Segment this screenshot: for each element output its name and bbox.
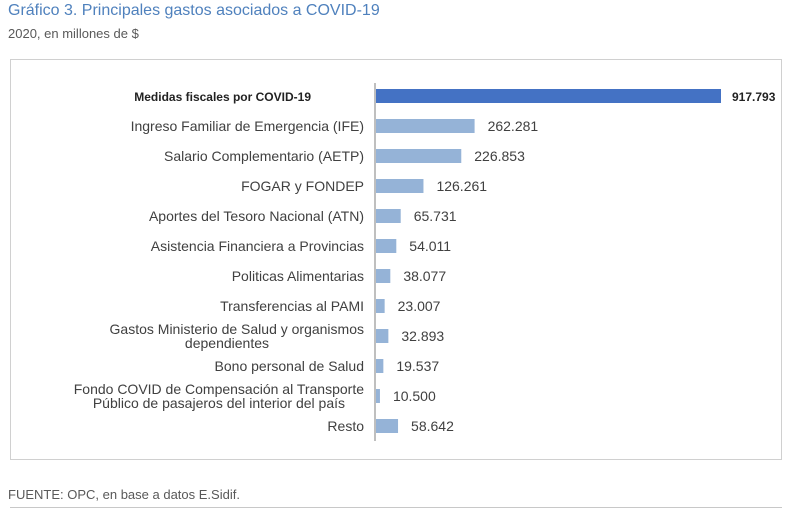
data-label: 917.793	[732, 90, 776, 104]
data-label: 226.853	[474, 148, 525, 164]
category-label: Aportes del Tesoro Nacional (ATN)	[149, 208, 364, 224]
data-label: 23.007	[398, 298, 441, 314]
bar	[376, 299, 385, 313]
bar	[376, 179, 424, 193]
footer-divider	[10, 507, 782, 508]
chart-area: 917.793 Medidas fiscales por COVID-19 262.…	[10, 59, 782, 460]
data-label: 58.642	[411, 418, 454, 434]
data-label: 19.537	[396, 358, 439, 374]
category-label: Asistencia Financiera a Provincias	[151, 238, 364, 254]
bar	[376, 239, 397, 253]
bar-chart: 917.793 Medidas fiscales por COVID-19 262.…	[74, 83, 776, 441]
data-label: 262.281	[488, 118, 539, 134]
bar	[376, 329, 389, 343]
data-label: 38.077	[403, 268, 446, 284]
category-label: Transferencias al PAMI	[220, 298, 364, 314]
category-label: Bono personal de Salud	[215, 358, 364, 374]
category-label: Resto	[327, 418, 364, 434]
bar	[376, 119, 475, 133]
bar	[376, 89, 721, 103]
chart-subtitle: 2020, en millones de $	[8, 26, 139, 41]
category-label: Salario Complementario (AETP)	[164, 148, 364, 164]
category-label: Politicas Alimentarias	[232, 268, 364, 284]
bar	[376, 209, 401, 223]
bar	[376, 389, 380, 403]
category-label: FOGAR y FONDEP	[241, 178, 364, 194]
category-label: Fondo COVID de Compensación al Transport…	[74, 381, 364, 411]
category-label: Ingreso Familiar de Emergencia (IFE)	[131, 118, 364, 134]
category-label: Gastos Ministerio de Salud y organismos d…	[110, 321, 364, 351]
source-note: FUENTE: OPC, en base a datos E.Sidif.	[8, 487, 240, 502]
chart-title: Gráfico 3. Principales gastos asociados …	[8, 2, 380, 19]
data-label: 54.011	[409, 238, 451, 254]
bar	[376, 149, 462, 163]
data-label: 10.500	[393, 388, 436, 404]
data-label: 32.893	[401, 328, 444, 344]
bar	[376, 269, 391, 283]
category-label: Medidas fiscales por COVID-19	[134, 90, 311, 104]
data-label: 126.261	[436, 178, 487, 194]
data-label: 65.731	[414, 208, 457, 224]
bar	[376, 419, 399, 433]
bar	[376, 359, 384, 373]
